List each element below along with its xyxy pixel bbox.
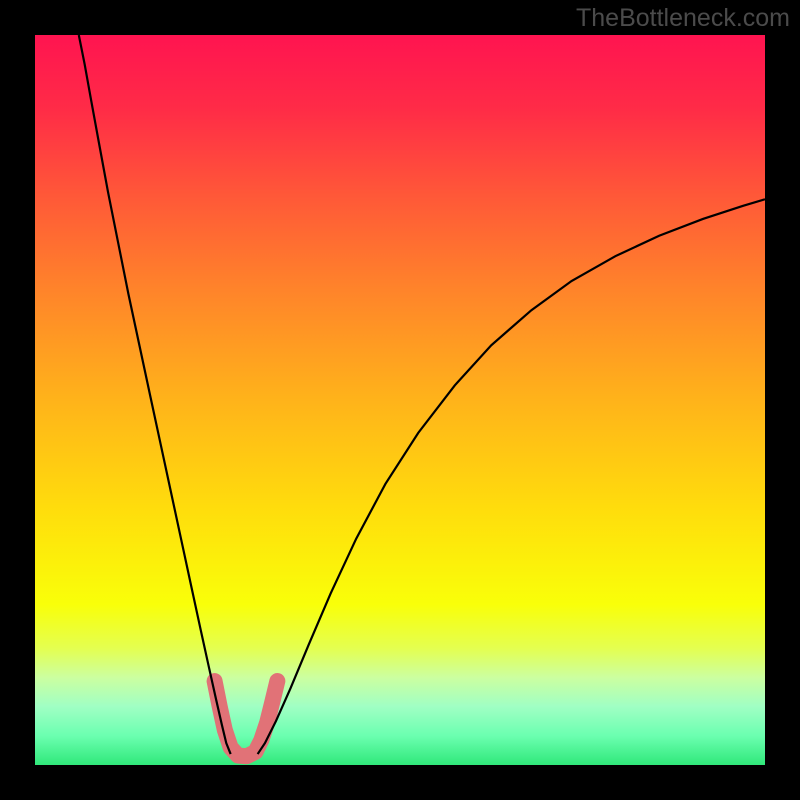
- chart-container: TheBottleneck.com: [0, 0, 800, 800]
- bottleneck-chart: [0, 0, 800, 800]
- chart-background-gradient: [35, 35, 765, 765]
- watermark-text: TheBottleneck.com: [576, 4, 790, 33]
